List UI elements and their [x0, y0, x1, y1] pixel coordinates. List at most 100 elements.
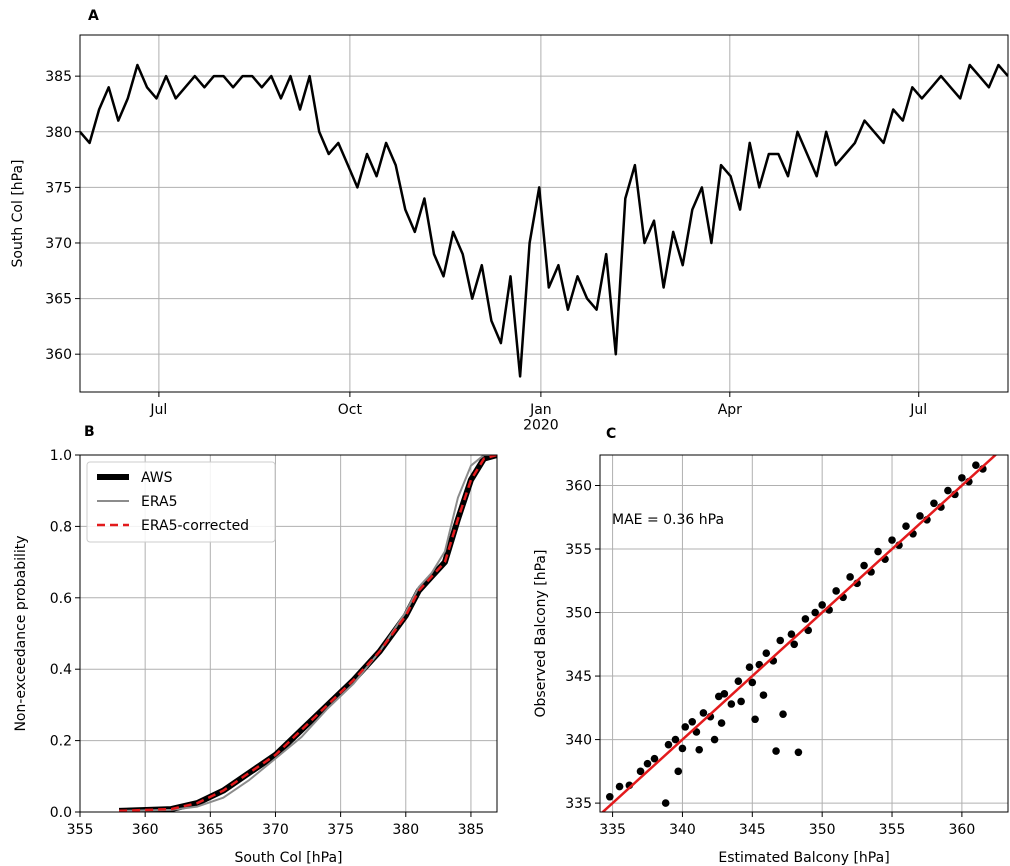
x-tick-label: 365 [197, 822, 224, 838]
scatter-point [762, 649, 771, 657]
y-tick-label: 370 [45, 236, 72, 252]
scatter-point [958, 474, 966, 482]
scatter-point [688, 717, 697, 726]
legend-label: ERA5-corrected [141, 518, 249, 534]
scatter-point [759, 691, 768, 699]
y-axis-label: Non-exceedance probability [13, 535, 29, 731]
plot-area [80, 455, 497, 812]
y-tick-label: 380 [45, 125, 72, 141]
y-tick-label: 0.0 [50, 805, 72, 821]
x-axis-label: Estimated Balcony [hPa] [718, 850, 889, 866]
x-tick-label: 380 [392, 822, 419, 838]
x-tick-label: 335 [599, 822, 626, 838]
x-tick-label: 360 [949, 822, 976, 838]
y-axis-label: South Col [hPa] [10, 159, 26, 267]
scatter-point [902, 522, 910, 530]
y-tick-label: 350 [565, 606, 592, 622]
scatter-point [678, 744, 687, 753]
scatter-point [661, 799, 670, 807]
x-tick-label: 355 [879, 822, 906, 838]
scatter-point [860, 561, 868, 570]
axes-frame [599, 454, 1009, 813]
scatter-point [717, 719, 726, 727]
panel-label: B [84, 424, 95, 440]
plot-area [80, 35, 1008, 392]
scatter-point [751, 715, 759, 724]
x-tick-label: Jul [149, 402, 167, 418]
axes-frame [79, 34, 1009, 393]
y-tick-label: 345 [565, 669, 592, 685]
y-tick-label: 0.2 [50, 734, 72, 750]
x-tick-label: 385 [458, 822, 485, 838]
y-tick-label: 385 [45, 69, 72, 85]
axes-frame [79, 454, 498, 813]
x-tick-label: 360 [132, 822, 159, 838]
scatter-point [636, 767, 645, 776]
scatter-point [710, 735, 719, 744]
scatter-point [748, 678, 757, 687]
scatter-point [794, 748, 803, 757]
scatter-point [811, 608, 819, 617]
scatter-point [674, 767, 683, 776]
y-tick-label: 360 [45, 347, 72, 363]
data-line [119, 455, 497, 812]
scatter-point [787, 630, 796, 638]
scatter-point [916, 512, 924, 520]
scatter-point [772, 747, 780, 755]
y-tick-label: 0.6 [50, 591, 72, 607]
scatter-point [832, 587, 840, 595]
scatter-point [695, 745, 704, 754]
y-tick-label: 1.0 [50, 448, 72, 464]
legend-label: ERA5 [141, 494, 178, 510]
data-line [118, 455, 497, 812]
scatter-point [650, 754, 659, 763]
scatter-point [779, 710, 787, 718]
y-tick-label: 0.8 [50, 519, 72, 535]
scatter-point [888, 536, 896, 544]
y-tick-label: 375 [45, 180, 72, 196]
legend-label: AWS [141, 470, 173, 486]
scatter-point [776, 636, 785, 645]
panel-label: C [606, 426, 616, 442]
x-tick-label: 355 [67, 822, 94, 838]
y-tick-label: 0.4 [50, 662, 72, 678]
annotation: MAE = 0.36 hPa [612, 512, 724, 528]
x-tick-label: 350 [809, 822, 836, 838]
y-tick-label: 335 [565, 796, 592, 812]
scatter-point [930, 499, 938, 508]
x-axis-label: South Col [hPa] [234, 850, 342, 866]
scatter-point [671, 735, 680, 744]
y-tick-label: 355 [565, 542, 592, 558]
x-tick-label: 370 [262, 822, 289, 838]
scatter-point [664, 740, 673, 749]
scatter-point [818, 601, 826, 609]
scatter-point [737, 697, 745, 706]
x-tick-label: 345 [739, 822, 766, 838]
scatter-point [615, 782, 624, 791]
scatter-point [734, 677, 743, 685]
scatter-point [745, 663, 754, 671]
scatter-point [720, 690, 729, 698]
x-tick-label: 375 [327, 822, 354, 838]
y-tick-label: 360 [565, 478, 592, 494]
x-tick-label: Jul [909, 402, 927, 418]
scatter-point [846, 573, 854, 581]
fit-line [600, 455, 998, 812]
x-tick-label: Oct [338, 402, 363, 418]
y-tick-label: 365 [45, 292, 72, 308]
scatter-point [972, 461, 980, 469]
scatter-point [727, 700, 736, 708]
scatter-point [944, 486, 952, 495]
panel-label: A [88, 8, 99, 24]
y-tick-label: 340 [565, 733, 592, 749]
legend-box [86, 461, 276, 543]
data-line [80, 63, 1008, 378]
scatter-point [790, 640, 799, 649]
scatter-point [605, 792, 614, 801]
scatter-point [699, 709, 708, 717]
scatter-point [643, 759, 652, 768]
scatter-point [801, 615, 810, 623]
x-tick-label: Apr [718, 402, 742, 418]
y-axis-label: Observed Balcony [hPa] [533, 550, 549, 718]
plot-area [600, 455, 1008, 812]
